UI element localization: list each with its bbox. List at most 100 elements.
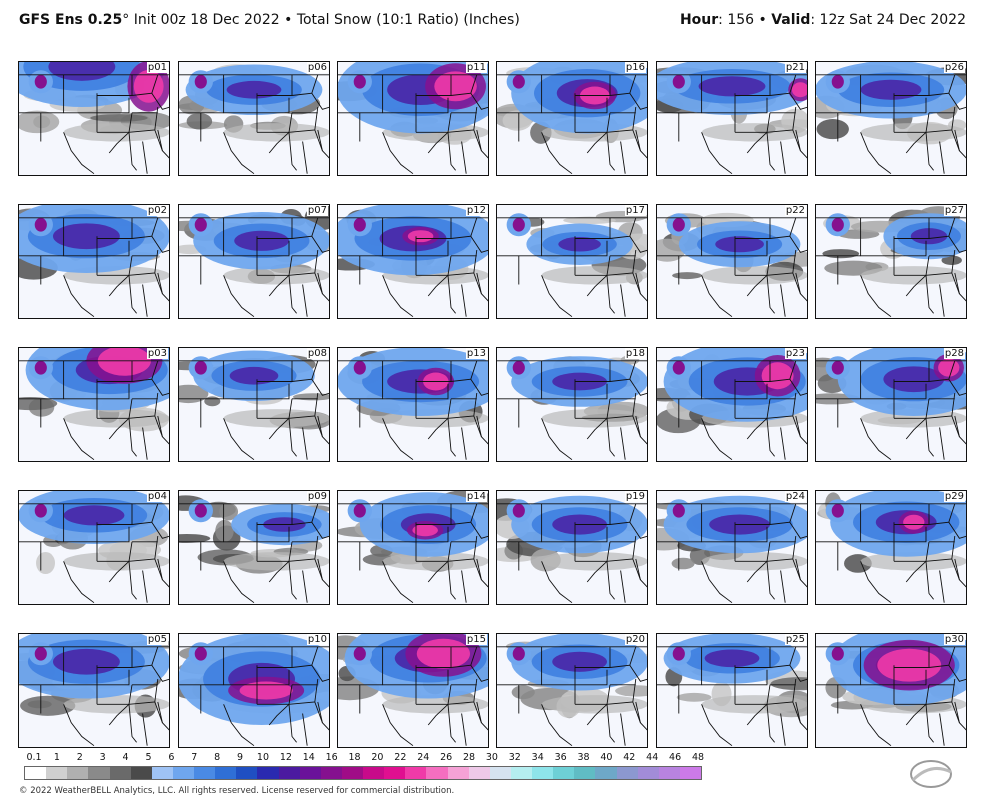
ensemble-panel-p26: p26 — [815, 61, 967, 176]
valid-value: : 12z Sat 24 Dec 2022 — [810, 12, 966, 28]
bullet: • — [284, 12, 293, 28]
color-swatch — [257, 767, 279, 779]
color-swatch — [489, 767, 511, 779]
panel-label: p06 — [306, 62, 328, 73]
scale-tick-label: 18 — [348, 752, 361, 763]
snow-map — [656, 61, 808, 176]
snow-map — [496, 61, 648, 176]
color-swatch — [426, 767, 448, 779]
ensemble-panel-p07: p07 — [178, 204, 330, 319]
color-swatch — [637, 767, 659, 779]
snow-map — [337, 490, 489, 605]
panel-label: p15 — [465, 634, 487, 645]
ensemble-panel-p21: p21 — [656, 61, 808, 176]
color-swatch — [574, 767, 596, 779]
weatherbell-logo-icon — [910, 760, 952, 788]
snow-map — [178, 490, 330, 605]
product-name: Total Snow (10:1 Ratio) (Inches) — [296, 12, 520, 28]
scale-tick-label: 14 — [302, 752, 315, 763]
ensemble-panel-p16: p16 — [496, 61, 648, 176]
scale-tick-label: 44 — [646, 752, 659, 763]
snow-map — [178, 61, 330, 176]
color-swatch — [679, 767, 701, 779]
color-swatch — [341, 767, 363, 779]
scale-tick-label: 16 — [325, 752, 338, 763]
scale-tick-label: 36 — [554, 752, 567, 763]
ensemble-panel-p19: p19 — [496, 490, 648, 605]
color-scale-bar — [24, 766, 702, 780]
snow-map — [815, 633, 967, 748]
scale-tick-label: 24 — [417, 752, 430, 763]
panel-label: p30 — [943, 634, 965, 645]
scale-tick-label: 40 — [600, 752, 613, 763]
panel-label: p07 — [306, 205, 328, 216]
ensemble-panel-p15: p15 — [337, 633, 489, 748]
ensemble-panel-p27: p27 — [815, 204, 967, 319]
panel-label: p02 — [146, 205, 168, 216]
color-swatch — [278, 767, 300, 779]
snow-map — [337, 204, 489, 319]
model-name: GFS Ens 0.25 — [19, 12, 123, 28]
panel-label: p19 — [624, 491, 646, 502]
ensemble-panel-p28: p28 — [815, 347, 967, 462]
panel-label: p27 — [943, 205, 965, 216]
valid-time: Hour: 156 • Valid: 12z Sat 24 Dec 2022 — [680, 12, 966, 28]
scale-tick-label: 42 — [623, 752, 636, 763]
snow-map — [815, 347, 967, 462]
init-time: Init 00z 18 Dec 2022 — [133, 12, 280, 28]
color-swatch — [172, 767, 194, 779]
ensemble-panel-p12: p12 — [337, 204, 489, 319]
ensemble-panel-p03: p03 — [18, 347, 170, 462]
snow-map — [18, 633, 170, 748]
scale-tick-label: 6 — [168, 752, 175, 763]
color-swatch — [405, 767, 427, 779]
color-swatch — [595, 767, 617, 779]
panel-label: p01 — [146, 62, 168, 73]
color-swatch — [109, 767, 131, 779]
scale-tick-label: 0.1 — [26, 752, 42, 763]
ensemble-panel-p05: p05 — [18, 633, 170, 748]
ensemble-panel-p29: p29 — [815, 490, 967, 605]
ensemble-panel-p25: p25 — [656, 633, 808, 748]
scale-tick-label: 7 — [191, 752, 198, 763]
snow-map — [656, 204, 808, 319]
panel-label: p16 — [624, 62, 646, 73]
ensemble-panel-p22: p22 — [656, 204, 808, 319]
scale-tick-label: 34 — [531, 752, 544, 763]
panel-label: p23 — [784, 348, 806, 359]
panel-label: p22 — [784, 205, 806, 216]
snow-map — [337, 347, 489, 462]
chart-title: GFS Ens 0.25° Init 00z 18 Dec 2022 • Tot… — [19, 12, 520, 28]
panel-label: p25 — [784, 634, 806, 645]
ensemble-panel-p06: p06 — [178, 61, 330, 176]
snow-map — [496, 347, 648, 462]
scale-tick-label: 28 — [462, 752, 476, 763]
snow-map — [178, 633, 330, 748]
snow-map — [496, 633, 648, 748]
scale-tick-label: 2 — [76, 752, 83, 763]
panel-label: p24 — [784, 491, 806, 502]
snow-map — [18, 61, 170, 176]
snow-map — [337, 61, 489, 176]
scale-tick-label: 12 — [279, 752, 292, 763]
panel-label: p11 — [465, 62, 487, 73]
color-swatch — [616, 767, 638, 779]
scale-tick-label: 26 — [440, 752, 453, 763]
color-swatch — [532, 767, 554, 779]
panel-label: p20 — [624, 634, 646, 645]
scale-tick-label: 8 — [214, 752, 221, 763]
panel-label: p17 — [624, 205, 646, 216]
scale-tick-label: 32 — [508, 752, 521, 763]
copyright-footer: © 2022 WeatherBELL Analytics, LLC. All r… — [19, 786, 455, 796]
snow-map — [656, 490, 808, 605]
color-swatch — [130, 767, 152, 779]
ensemble-panel-p18: p18 — [496, 347, 648, 462]
scale-tick-label: 22 — [394, 752, 407, 763]
ensemble-panel-p02: p02 — [18, 204, 170, 319]
snow-map — [656, 347, 808, 462]
color-swatch — [236, 767, 258, 779]
panel-label: p14 — [465, 491, 487, 502]
scale-tick-label: 46 — [669, 752, 682, 763]
color-swatch — [151, 767, 173, 779]
panel-label: p10 — [306, 634, 328, 645]
